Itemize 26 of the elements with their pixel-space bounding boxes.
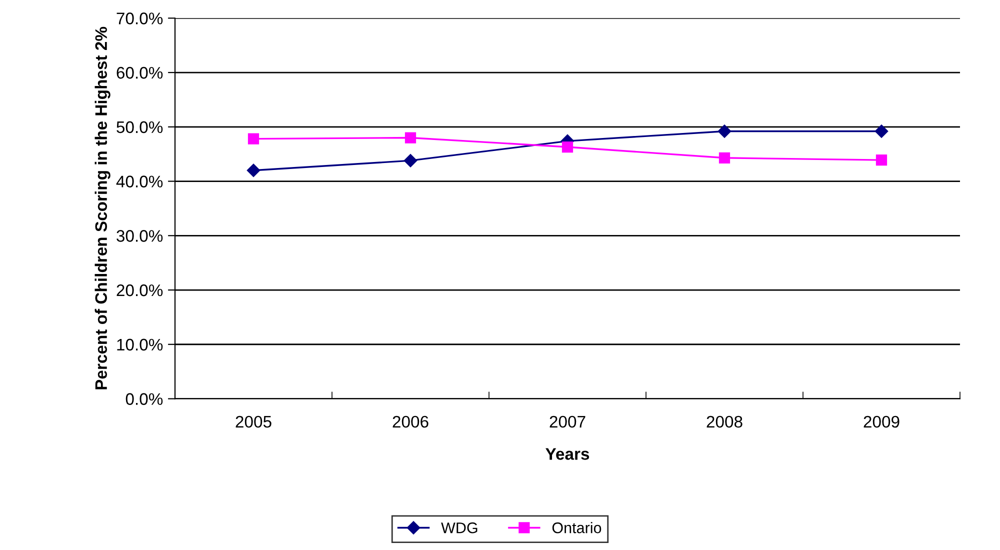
point bbox=[562, 141, 574, 153]
y-tick-label: 50.0% bbox=[116, 121, 163, 134]
y-tick-label: 70.0% bbox=[116, 12, 163, 24]
x-tick-label: 2005 bbox=[236, 416, 272, 428]
point bbox=[404, 132, 416, 144]
y-tick-label: 10.0% bbox=[117, 338, 163, 351]
point bbox=[874, 124, 888, 138]
y-tick-label: 40.0% bbox=[116, 176, 163, 188]
x-tick-label: 2007 bbox=[550, 416, 586, 428]
point bbox=[248, 133, 260, 144]
legend-label: WDG bbox=[441, 522, 478, 534]
x-tick-label: 2009 bbox=[864, 416, 900, 428]
point bbox=[718, 152, 730, 164]
y-axis-title: Percent of Children Scoring in the Highest 2% bbox=[94, 26, 110, 390]
x-tick-label: 2006 bbox=[392, 416, 428, 428]
y-tick-label: 0.0% bbox=[126, 393, 163, 405]
point bbox=[404, 154, 418, 168]
y-tick-label: 60.0% bbox=[116, 66, 163, 79]
x-tick-label: 2008 bbox=[706, 416, 742, 428]
legend-label: Ontario bbox=[552, 522, 602, 534]
x-axis-title: Years bbox=[546, 448, 590, 460]
y-tick-label: 30.0% bbox=[116, 230, 163, 242]
point bbox=[876, 154, 888, 166]
point bbox=[718, 124, 732, 138]
point bbox=[246, 164, 260, 177]
y-tick-label: 20.0% bbox=[116, 284, 163, 296]
